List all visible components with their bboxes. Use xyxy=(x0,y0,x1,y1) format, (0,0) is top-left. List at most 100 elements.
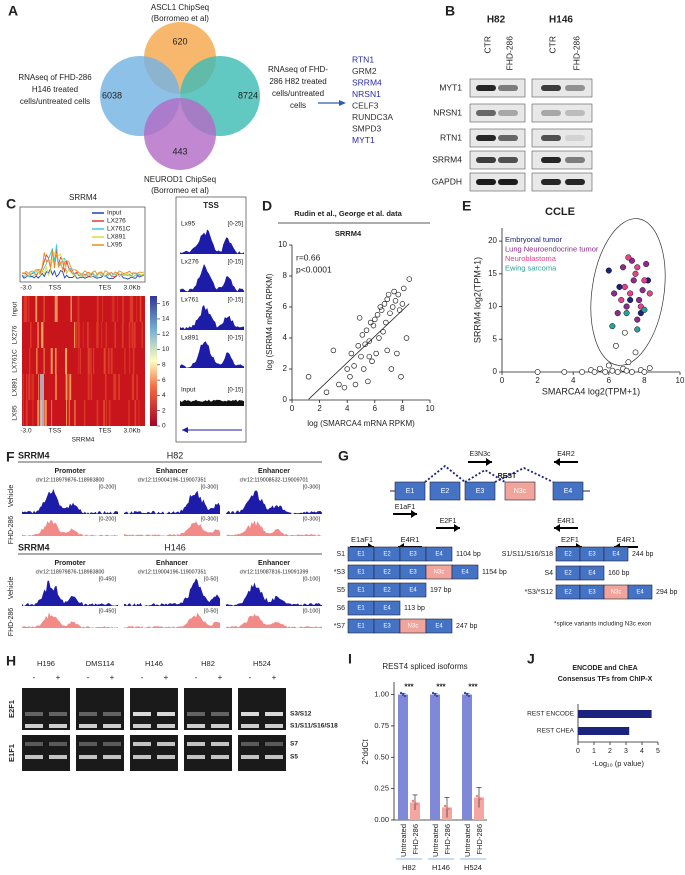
blot-band xyxy=(565,157,585,163)
colorbar-label: 6 xyxy=(162,377,166,384)
point xyxy=(385,291,392,298)
colorbar-label: 14 xyxy=(162,316,170,323)
x-label: TES xyxy=(99,285,112,292)
y-tick-label: 10 xyxy=(488,302,497,311)
track-range: [0-50] xyxy=(204,576,219,582)
chart-title: REST4 spliced isoforms xyxy=(382,662,467,671)
track-range: [0-300] xyxy=(201,516,219,522)
point xyxy=(380,329,386,335)
replicate-dot xyxy=(431,691,435,695)
gene-name: RUNDC3A xyxy=(352,112,393,122)
heatmap-streak xyxy=(90,348,92,374)
legend-label: Input xyxy=(107,210,122,217)
region-coords: chr12:119008532-119009701 xyxy=(240,477,309,483)
point xyxy=(641,306,648,313)
primer-label: E4R2 xyxy=(557,451,575,458)
blot-band xyxy=(541,179,561,185)
blot-band xyxy=(565,110,585,116)
exon xyxy=(429,481,461,501)
replicate-dot xyxy=(445,806,449,809)
heatmap-streak xyxy=(69,374,71,400)
arrow-head xyxy=(486,458,492,466)
heatmap-streak xyxy=(54,296,56,322)
condition-label: CTR xyxy=(547,36,557,53)
primer-label: E4R1 xyxy=(401,535,420,544)
venn-label: NEUROD1 ChipSeq xyxy=(144,175,216,184)
point xyxy=(614,310,621,317)
exon-label: N3c xyxy=(408,624,419,630)
arrow-head xyxy=(182,427,188,433)
replicate-dot xyxy=(467,694,471,698)
heatmap-streak xyxy=(75,322,78,348)
colorbar-label: 8 xyxy=(162,362,166,369)
chip-signal xyxy=(124,578,220,606)
exon xyxy=(579,565,605,581)
replicate-dot xyxy=(433,693,437,696)
blot-band xyxy=(498,110,518,116)
heatmap-streak xyxy=(66,400,68,426)
point xyxy=(616,283,623,290)
gel-band xyxy=(187,712,205,716)
gel-band xyxy=(265,742,283,746)
replicate-dot xyxy=(411,799,415,803)
variant-name: *S3 xyxy=(334,569,345,576)
exon-label: E2 xyxy=(383,552,391,558)
blot-band xyxy=(498,85,518,91)
x-tick-label: 4 xyxy=(640,748,644,755)
heatmap-streak xyxy=(55,296,57,322)
heatmap-streak xyxy=(90,374,93,400)
heatmap-streak xyxy=(116,296,118,322)
exon-label: E4 xyxy=(612,552,620,558)
gel-band xyxy=(157,742,175,746)
venn-label: RNAseq of FHD- xyxy=(268,65,328,74)
y-tick-label: 5 xyxy=(493,334,498,343)
heatmap-streak xyxy=(83,400,86,426)
gel-band xyxy=(25,755,43,759)
blot-strip xyxy=(469,78,526,98)
region-type: Enhancer xyxy=(258,560,290,567)
venn-count: 620 xyxy=(172,36,187,46)
gel-strip xyxy=(184,688,232,730)
heatmap-streak xyxy=(129,348,131,374)
point xyxy=(369,358,375,365)
x-tick-label: 2 xyxy=(317,404,322,413)
cell-line: H82 xyxy=(201,659,215,668)
bar xyxy=(462,694,472,820)
point xyxy=(611,290,618,297)
y-axis-title: SRRM4 log2(TPM+1) xyxy=(472,257,482,343)
heatmap-streak xyxy=(44,400,47,426)
heatmap-streak xyxy=(113,296,115,322)
gel-band xyxy=(133,712,151,716)
point xyxy=(623,303,630,310)
point xyxy=(643,260,650,268)
track-signal xyxy=(180,305,244,330)
track-range: [0-300] xyxy=(201,484,219,490)
row-label: LX761C xyxy=(12,349,19,373)
condition-label: Vehicle xyxy=(8,485,15,508)
heatmap-streak xyxy=(77,322,80,348)
primer-label: E2F1 xyxy=(7,700,16,718)
arrow-head xyxy=(339,100,346,106)
bar xyxy=(410,802,420,820)
heatmap-streak xyxy=(138,400,140,426)
profile-line xyxy=(21,267,144,280)
variant-name: S1/S11/S16/S18 xyxy=(502,551,553,558)
variant-size: 247 bp xyxy=(456,623,478,630)
exon-label: E3 xyxy=(476,488,485,495)
heatmap-streak xyxy=(131,322,134,348)
x-tick-label: 8 xyxy=(400,404,405,413)
gel-band xyxy=(133,724,151,728)
significance: *** xyxy=(468,683,478,692)
y-tick-label: 10 xyxy=(278,240,287,249)
gel-band xyxy=(25,724,43,728)
venn-label: cells/untreated cells xyxy=(20,97,90,106)
exon xyxy=(373,600,401,616)
gel-strip xyxy=(22,688,70,730)
heatmap-streak xyxy=(82,322,84,348)
panel-letter: A xyxy=(8,3,18,19)
point xyxy=(398,374,404,380)
point xyxy=(341,384,348,391)
gel-band xyxy=(49,724,67,728)
track-range: [0-15] xyxy=(228,388,244,394)
treatment-label: + xyxy=(110,673,115,682)
